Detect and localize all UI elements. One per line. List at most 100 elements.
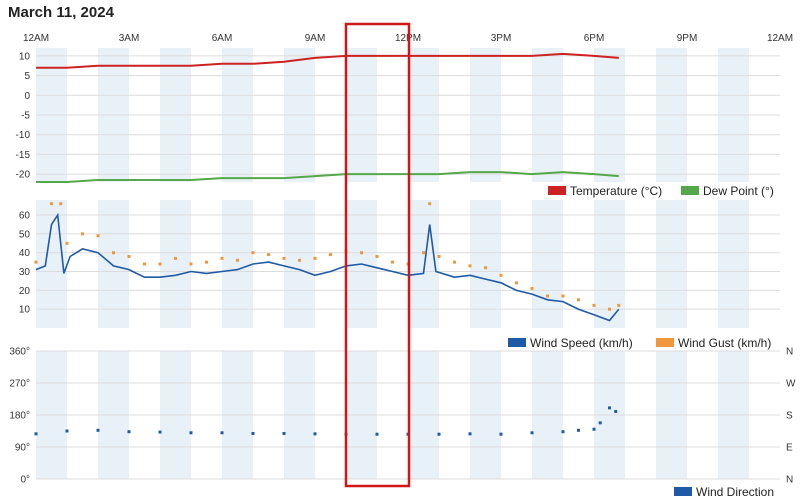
y-tick-label: 10 bbox=[19, 51, 31, 62]
x-tick-label: 9PM bbox=[677, 33, 698, 44]
legend-temperature-swatch bbox=[548, 186, 566, 195]
wind-gust-point bbox=[375, 254, 379, 258]
wind-gust-point bbox=[530, 286, 534, 290]
series bbox=[34, 52, 621, 436]
wind-direction-point bbox=[499, 432, 503, 436]
wind-gust-point bbox=[329, 253, 332, 257]
wind-gust-point bbox=[81, 232, 84, 236]
legend-dew-point-swatch bbox=[681, 186, 699, 195]
wind-gust-point bbox=[251, 251, 255, 255]
highlight-box bbox=[344, 22, 411, 488]
wind-direction-point bbox=[577, 428, 580, 432]
legend-wind-gust-swatch bbox=[656, 338, 674, 347]
dew-point-line bbox=[36, 171, 619, 183]
temperature-line bbox=[36, 52, 619, 69]
legend-wind-speed-swatch bbox=[508, 338, 526, 347]
x-tick-label: 3PM bbox=[491, 33, 512, 44]
y-tick-label: 30 bbox=[19, 267, 31, 278]
wind-direction-point bbox=[614, 409, 618, 413]
legend-dew-point-label: Dew Point (°) bbox=[703, 184, 774, 198]
hour-band bbox=[718, 200, 749, 328]
wind-gust-point bbox=[453, 260, 456, 264]
wind-gust-point bbox=[561, 294, 565, 298]
wind-direction-point bbox=[437, 432, 441, 436]
hour-band bbox=[160, 200, 191, 328]
legend-wind-gust-label: Wind Gust (km/h) bbox=[678, 336, 771, 350]
wind-gust-point bbox=[50, 202, 53, 206]
wind-gust-point bbox=[608, 307, 611, 311]
legend: Temperature (°C) Dew Point (°) Wind Speed … bbox=[508, 184, 774, 499]
wind-direction-point bbox=[375, 432, 379, 436]
y-tick-label: 90° bbox=[15, 443, 30, 454]
legend-wind-direction-label: Wind Direction bbox=[696, 485, 774, 499]
wind-direction-point bbox=[592, 427, 596, 431]
wind-direction-point bbox=[530, 431, 534, 435]
hour-band bbox=[656, 200, 687, 328]
wind-gust-point bbox=[236, 258, 239, 262]
hour-band bbox=[36, 200, 67, 328]
wind-gust-point bbox=[112, 251, 115, 255]
wind-gust-point bbox=[267, 253, 270, 257]
wind-gust-point bbox=[298, 258, 301, 262]
y-tick-label-right: E bbox=[786, 443, 793, 454]
wind-gust-point bbox=[617, 303, 621, 307]
wind-direction-point bbox=[65, 429, 69, 433]
wind-direction-point bbox=[282, 431, 286, 435]
hour-band bbox=[222, 200, 253, 328]
y-tick-label: 5 bbox=[24, 71, 30, 82]
y-tick-label: 270° bbox=[9, 379, 30, 390]
wind-direction-point bbox=[220, 431, 224, 435]
wind-gust-point bbox=[428, 202, 432, 206]
wind-gust-point bbox=[59, 202, 63, 206]
wind-direction-point bbox=[158, 430, 162, 434]
wind-gust-point bbox=[313, 256, 317, 260]
legend-wind-direction-swatch bbox=[674, 487, 692, 496]
wind-gust-point bbox=[282, 256, 286, 260]
y-tick-label-right: N bbox=[786, 347, 793, 358]
x-tick-label: 6PM bbox=[584, 33, 605, 44]
y-tick-label: 10 bbox=[19, 305, 31, 316]
hour-band bbox=[284, 200, 315, 328]
y-tick-label: 20 bbox=[19, 286, 31, 297]
wind-direction-point bbox=[34, 432, 38, 436]
y-tick-label: 360° bbox=[9, 347, 30, 358]
wind-gust-point bbox=[437, 254, 441, 258]
wind-speed-line bbox=[35, 212, 620, 322]
y-tick-label: -20 bbox=[16, 170, 31, 181]
wind-gust-point bbox=[577, 298, 580, 302]
x-tick-label: 12AM bbox=[23, 33, 49, 44]
y-tick-label: -10 bbox=[16, 130, 31, 141]
wind-gust-point bbox=[422, 251, 425, 255]
wind-direction-point bbox=[468, 432, 472, 436]
y-tick-label: 40 bbox=[19, 248, 31, 259]
page-title: March 11, 2024 bbox=[8, 4, 114, 21]
legend-temperature-label: Temperature (°C) bbox=[570, 184, 662, 198]
x-tick-label: 6AM bbox=[212, 33, 233, 44]
y-tick-label: 50 bbox=[19, 229, 31, 240]
wind-gust-point bbox=[96, 234, 100, 238]
y-tick-label: 60 bbox=[19, 211, 31, 222]
x-tick-label: 3AM bbox=[119, 33, 140, 44]
y-tick-label-right: N bbox=[786, 475, 793, 486]
wind-gust-point bbox=[174, 256, 177, 260]
y-tick-label-right: S bbox=[786, 411, 793, 422]
wind-gust-point bbox=[189, 262, 193, 266]
wind-direction-point bbox=[96, 428, 100, 432]
legend-wind-speed-label: Wind Speed (km/h) bbox=[530, 336, 633, 350]
wind-gust-point bbox=[158, 262, 162, 266]
wind-gust-point bbox=[546, 294, 549, 298]
y-tick-label: -5 bbox=[21, 111, 30, 122]
wind-gust-point bbox=[65, 241, 69, 245]
hour-band bbox=[408, 200, 439, 328]
wind-direction-point bbox=[127, 430, 131, 434]
hour-band bbox=[98, 200, 129, 328]
wind-gust-point bbox=[391, 260, 394, 264]
y-tick-label: 0 bbox=[24, 91, 30, 102]
y-tick-label: 0° bbox=[20, 475, 30, 486]
wind-gust-point bbox=[360, 251, 363, 255]
wind-direction-point bbox=[189, 431, 193, 435]
wind-direction-point bbox=[608, 406, 611, 410]
wind-gust-point bbox=[143, 262, 146, 266]
wind-gust-point bbox=[34, 260, 38, 264]
